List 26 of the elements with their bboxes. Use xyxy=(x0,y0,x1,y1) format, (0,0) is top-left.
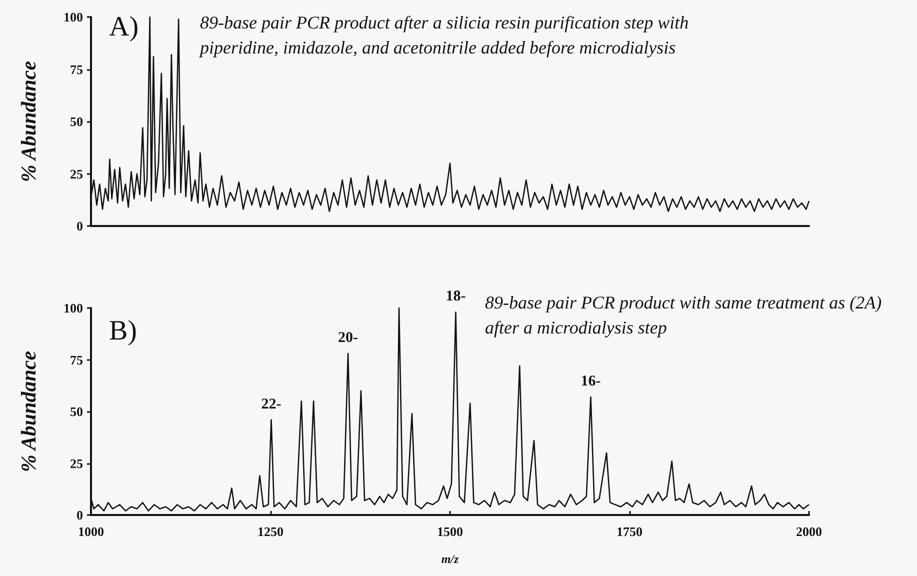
y-tick-label: 75 xyxy=(70,352,84,368)
y-tick-label: 25 xyxy=(70,166,84,182)
y-tick-label: 0 xyxy=(76,508,83,522)
y-axis-title: % Abundance xyxy=(16,60,40,182)
annotation: 89-base pair PCR product with same treatment as (2A) after a microdialysis step xyxy=(485,292,886,338)
x-tick-label: 1000 xyxy=(78,524,104,539)
x-tick-label: 1250 xyxy=(258,524,284,539)
annotation: 20- xyxy=(338,330,358,346)
annotation: 22- xyxy=(261,396,282,412)
annotation: 89-base pair PCR product after a silicia resin purification step with piperidine, imidazole, and acetonitrile added before microdialysis xyxy=(198,12,694,58)
chart-title: B) xyxy=(109,316,137,346)
annotation: 18- xyxy=(446,288,466,305)
y-tick-label: 75 xyxy=(70,62,84,77)
y-axis-title: % Abundance xyxy=(16,350,40,472)
x-tick-label: 2000 xyxy=(796,524,822,539)
x-axis-title: m/z xyxy=(441,552,459,566)
y-tick-label: 25 xyxy=(70,456,84,471)
y-tick-label: 50 xyxy=(70,404,83,419)
annotation: 16- xyxy=(580,374,601,390)
y-tick-label: 0 xyxy=(76,218,83,234)
x-tick-label: 1750 xyxy=(616,524,642,539)
y-tick-label: 100 xyxy=(64,10,83,24)
y-tick-label: 100 xyxy=(64,300,83,316)
y-tick-label: 50 xyxy=(70,114,83,129)
chart-title: A) xyxy=(109,12,139,42)
x-tick-label: 1500 xyxy=(437,524,463,539)
